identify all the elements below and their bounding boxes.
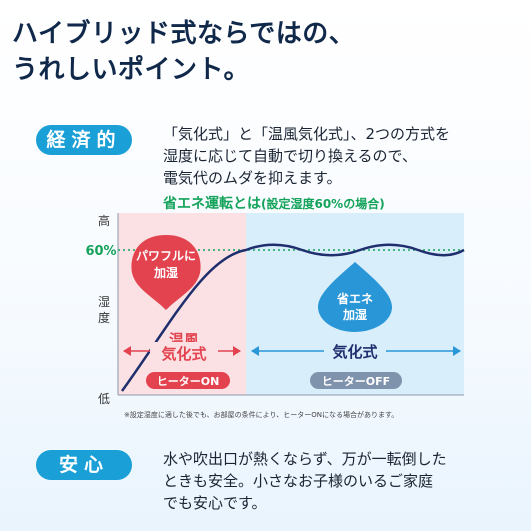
left-zone-arrow-head-left (123, 346, 131, 356)
economy-line-3: 電気代のムダを抑えます。 (163, 169, 342, 187)
heater-on-badge: ヒーターON (157, 375, 220, 388)
humidity-curve (120, 243, 465, 392)
safety-badge: 安心 (36, 450, 132, 480)
powerful-humidify-label-2: 加湿 (153, 265, 178, 280)
right-zone-arrow-head-left (251, 346, 259, 356)
safety-line-3: でも安心です。 (163, 494, 267, 512)
safety-line-2: ときも安全。小さなお子様のいるご家庭 (163, 472, 434, 490)
vaporize-label-bg (324, 341, 386, 361)
powerful-humidify-label-1: パワフルに (136, 249, 196, 263)
safety-description: 水や吹出口が熱くならず、万が一転倒した ときも安全。小さなお子様のいるご家庭 で… (163, 448, 447, 514)
chart-title: 省エネ運転とは(設定湿度60%の場合) (163, 193, 385, 213)
warm-air-label-bg (150, 342, 218, 362)
chart-title-sub: (設定湿度60%の場合) (261, 197, 385, 211)
eco-humidify-label-1: 省エネ (336, 291, 373, 306)
y-axis-label-2: 度 (98, 310, 110, 325)
vaporize-label: 気化式 (332, 343, 377, 361)
heater-off-badge-bg (310, 372, 402, 389)
economy-badge: 経済的 (36, 125, 132, 155)
y-label-high: 高 (98, 213, 110, 228)
headline-line-2: うれしいポイント。 (12, 55, 250, 85)
y-label-60: 60% (85, 244, 116, 259)
y-label-low: 低 (98, 392, 110, 406)
powerful-humidify-bubble: パワフルに 加湿 (131, 235, 201, 310)
heater-on-badge-bg (146, 372, 230, 389)
y-axis-label-1: 湿 (98, 294, 110, 309)
chart-title-main: 省エネ運転とは (163, 196, 261, 212)
right-zone-arrow-head-right (453, 346, 461, 356)
humidity-chart: 高 60% 湿 度 低 パワフルに 加湿 省エネ 加湿 温風 気化式 気化式 ヒ… (85, 213, 465, 406)
economy-line-2: 湿度に応じて自動で切り換えるので、 (163, 147, 417, 165)
safety-line-1: 水や吹出口が熱くならず、万が一転倒した (163, 450, 447, 468)
heater-off-badge: ヒーターOFF (322, 375, 390, 388)
headline-line-1: ハイブリッド式ならではの、 (12, 19, 356, 49)
economy-line-1: 「気化式」と「温風気化式」、2つの方式を (163, 125, 451, 143)
warm-air-vaporize-label-2: 気化式 (161, 345, 206, 363)
left-zone-arrow-head-right (233, 346, 241, 356)
eco-humidify-label-2: 加湿 (342, 307, 367, 322)
economy-description: 「気化式」と「温風気化式」、2つの方式を 湿度に応じて自動で切り換えるので、 電… (163, 123, 450, 189)
eco-humidify-bubble: 省エネ 加湿 (318, 262, 392, 332)
chart-footnote: ※設定湿度に適した後でも、お部屋の条件により、ヒーターONになる場合があります。 (124, 411, 399, 419)
headline: ハイブリッド式ならではの、 うれしいポイント。 (12, 16, 355, 88)
